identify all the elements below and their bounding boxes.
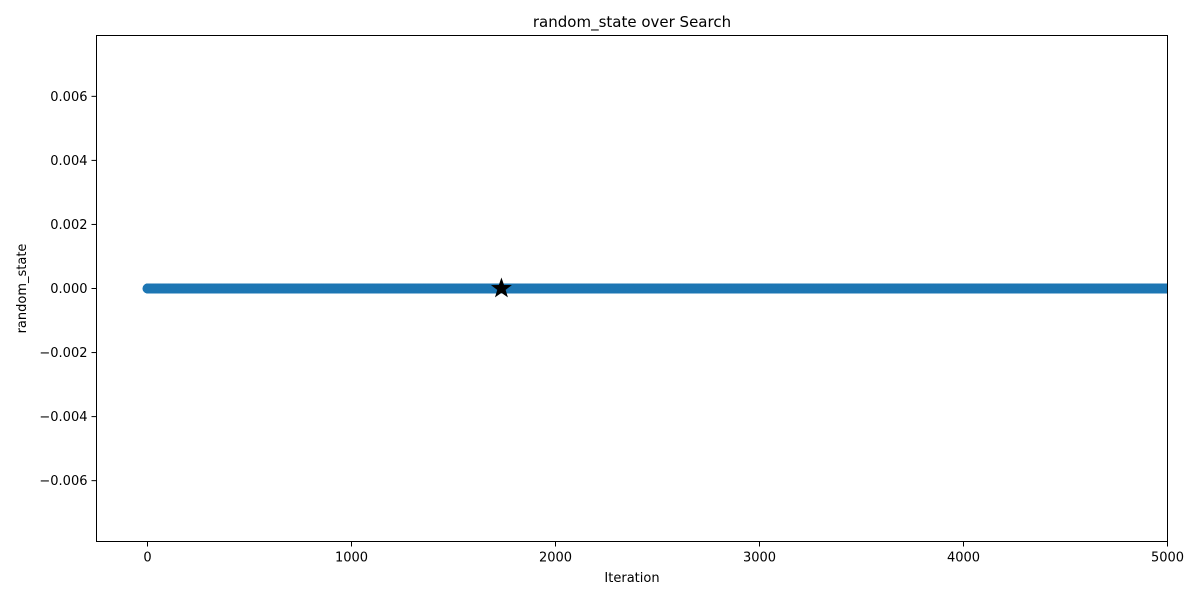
chart-title: random_state over Search bbox=[533, 13, 731, 32]
x-axis-title: Iteration bbox=[604, 571, 659, 586]
series-0 bbox=[142, 283, 1168, 294]
y-axis-title: random_state bbox=[15, 244, 30, 334]
plot-area bbox=[142, 277, 1168, 298]
